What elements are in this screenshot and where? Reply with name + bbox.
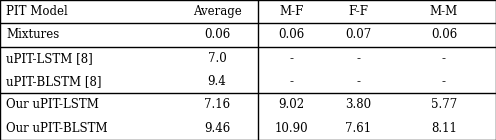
Text: -: -: [356, 52, 361, 65]
Text: 0.07: 0.07: [345, 29, 372, 41]
Text: -: -: [289, 52, 294, 65]
Text: uPIT-BLSTM [8]: uPIT-BLSTM [8]: [6, 75, 102, 88]
Text: 9.02: 9.02: [278, 99, 305, 111]
Text: -: -: [442, 75, 446, 88]
Text: F-F: F-F: [348, 5, 369, 18]
Text: -: -: [356, 75, 361, 88]
Text: M-M: M-M: [430, 5, 458, 18]
Text: -: -: [442, 52, 446, 65]
Text: 5.77: 5.77: [431, 99, 457, 111]
Text: Our uPIT-BLSTM: Our uPIT-BLSTM: [6, 122, 108, 135]
Text: 8.11: 8.11: [431, 122, 457, 135]
Text: 10.90: 10.90: [275, 122, 308, 135]
Text: 0.06: 0.06: [431, 29, 457, 41]
Text: 0.06: 0.06: [204, 29, 230, 41]
Text: Average: Average: [192, 5, 242, 18]
Text: 7.61: 7.61: [345, 122, 372, 135]
Text: 3.80: 3.80: [345, 99, 372, 111]
Text: uPIT-LSTM [8]: uPIT-LSTM [8]: [6, 52, 93, 65]
Text: 9.4: 9.4: [208, 75, 226, 88]
Text: 7.16: 7.16: [204, 99, 230, 111]
Text: Mixtures: Mixtures: [6, 29, 59, 41]
Text: PIT Model: PIT Model: [6, 5, 67, 18]
Text: 0.06: 0.06: [278, 29, 305, 41]
Text: M-F: M-F: [279, 5, 304, 18]
Text: 9.46: 9.46: [204, 122, 230, 135]
Text: 7.0: 7.0: [208, 52, 226, 65]
Text: -: -: [289, 75, 294, 88]
Text: Our uPIT-LSTM: Our uPIT-LSTM: [6, 99, 99, 111]
